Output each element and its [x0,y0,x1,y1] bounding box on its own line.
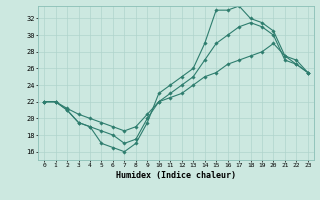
X-axis label: Humidex (Indice chaleur): Humidex (Indice chaleur) [116,171,236,180]
